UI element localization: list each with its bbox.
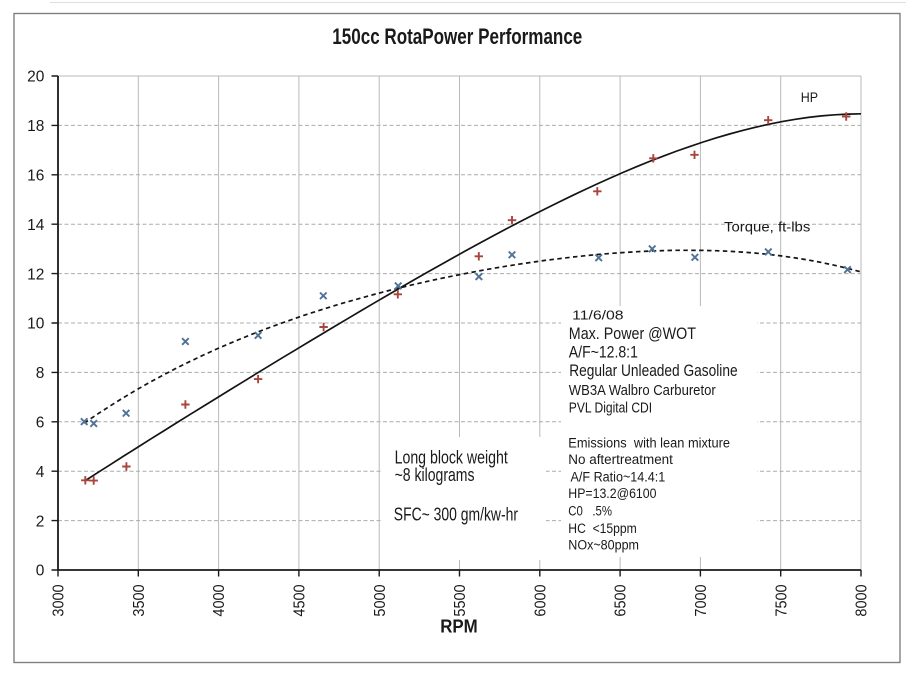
svg-text:Max. Power @WOT: Max. Power @WOT [569, 325, 696, 343]
svg-text:3500: 3500 [131, 584, 148, 617]
svg-text:10: 10 [27, 316, 45, 333]
svg-text:HP: HP [801, 89, 818, 105]
svg-text:5500: 5500 [452, 584, 469, 617]
svg-text:8: 8 [36, 365, 45, 382]
svg-text:RPM: RPM [440, 616, 478, 637]
svg-text:6000: 6000 [532, 584, 549, 617]
svg-text:2: 2 [36, 513, 45, 530]
svg-text:SFC~ 300 gm/kw-hr: SFC~ 300 gm/kw-hr [394, 505, 518, 525]
svg-text:150cc RotaPower Performance: 150cc RotaPower Performance [332, 24, 582, 49]
svg-text:0: 0 [36, 563, 45, 580]
svg-text:14: 14 [27, 217, 45, 234]
svg-text:Emissions with lean mixture: Emissions with lean mixture [568, 436, 730, 451]
svg-text:8000: 8000 [854, 584, 871, 617]
svg-text:HP=13.2@6100: HP=13.2@6100 [568, 486, 656, 501]
svg-text:11/6/08: 11/6/08 [572, 307, 624, 322]
svg-text:~8 kilograms: ~8 kilograms [395, 465, 475, 485]
svg-text:Torque, ft-lbs: Torque, ft-lbs [724, 219, 811, 234]
svg-text:4: 4 [36, 464, 45, 481]
svg-text:A/F~12.8:1: A/F~12.8:1 [569, 344, 638, 362]
svg-text:C0 .5%: C0 .5% [568, 504, 612, 519]
svg-text:20: 20 [27, 69, 45, 86]
svg-text:5000: 5000 [372, 584, 389, 617]
svg-text:12: 12 [27, 266, 44, 283]
svg-text:4500: 4500 [292, 584, 309, 617]
svg-text:18: 18 [27, 118, 44, 135]
svg-text:6500: 6500 [613, 584, 630, 617]
svg-text:7000: 7000 [693, 584, 710, 617]
svg-text:HC <15ppm: HC <15ppm [568, 521, 637, 536]
svg-text:NOx~80ppm: NOx~80ppm [568, 538, 639, 553]
svg-text:PVL Digital CDI: PVL Digital CDI [569, 400, 652, 417]
svg-text:3000: 3000 [51, 584, 68, 617]
svg-text:Long block weight: Long block weight [395, 448, 508, 468]
svg-text:16: 16 [27, 168, 44, 185]
svg-text:WB3A Walbro Carburetor: WB3A Walbro Carburetor [569, 382, 716, 399]
svg-text:No aftertreatment: No aftertreatment [568, 452, 673, 467]
svg-text:4000: 4000 [211, 584, 228, 617]
svg-text:6: 6 [36, 415, 45, 432]
svg-text:A/F Ratio~14.4:1: A/F Ratio~14.4:1 [571, 470, 666, 485]
svg-text:7500: 7500 [773, 584, 790, 617]
svg-text:Regular Unleaded Gasoline: Regular Unleaded Gasoline [569, 361, 737, 380]
